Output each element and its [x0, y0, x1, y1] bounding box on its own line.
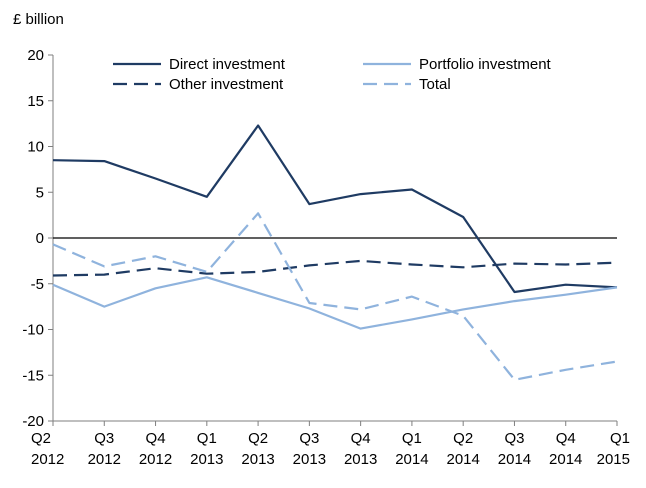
x-tick-label-quarter: Q1 — [197, 430, 217, 447]
x-tick-label-quarter: Q4 — [351, 430, 371, 447]
x-tick-label-year: 2015 — [597, 451, 630, 468]
x-axis: Q2 2012 Q3 2012 Q4 2012 Q1 2013 Q2 2013 Q3 2013 Q4 20… — [31, 237, 630, 468]
legend-label: Portfolio investment — [419, 56, 552, 73]
series-line-portfolio-investment — [52, 276, 618, 330]
y-tick-label: -10 — [22, 322, 44, 339]
x-tick-label-year: 2012 — [88, 451, 121, 468]
y-tick-label: 5 — [36, 184, 44, 201]
x-tick-label-quarter: Q4 — [146, 430, 166, 447]
x-tick-label-year: 2014 — [549, 451, 582, 468]
x-tick-label-year: 2013 — [241, 451, 274, 468]
legend-label: Direct investment — [169, 56, 286, 73]
y-tick-label: 20 — [27, 47, 44, 64]
y-tick-label: 0 — [36, 230, 44, 247]
x-tick-label-quarter: Q2 — [31, 430, 51, 447]
series-line-total — [52, 212, 618, 381]
x-tick-label-year: 2014 — [395, 451, 428, 468]
series-line-other-investment — [52, 259, 618, 277]
x-tick-label-year: 2014 — [446, 451, 479, 468]
x-tick-label-quarter: Q1 — [402, 430, 422, 447]
x-tick-label-year: 2013 — [293, 451, 326, 468]
x-tick-label-quarter: Q3 — [299, 430, 319, 447]
y-axis-unit-label: £ billion — [13, 11, 64, 28]
x-tick-label-year: 2013 — [344, 451, 377, 468]
x-tick-label-quarter: Q3 — [94, 430, 114, 447]
y-axis: 20 15 10 5 0 -5 -10 -15 -20 — [22, 47, 54, 430]
y-tick-label: -5 — [31, 276, 44, 293]
series-layer — [52, 124, 618, 381]
x-tick-label-year: 2012 — [31, 451, 64, 468]
x-tick-label-quarter: Q4 — [556, 430, 576, 447]
x-tick-label-quarter: Q3 — [504, 430, 524, 447]
x-tick-label-year: 2014 — [498, 451, 531, 468]
x-tick-label-year: 2012 — [139, 451, 172, 468]
x-tick-label-quarter: Q1 — [610, 430, 630, 447]
x-tick-label-quarter: Q2 — [453, 430, 473, 447]
series-line-direct-investment — [52, 124, 618, 294]
legend-label: Other investment — [169, 76, 284, 93]
y-tick-label: -15 — [22, 367, 44, 384]
x-tick-label-quarter: Q2 — [248, 430, 268, 447]
legend-label: Total — [419, 76, 451, 93]
legend: Direct investment Portfolio investment Oth… — [113, 56, 552, 93]
y-tick-label: 10 — [27, 139, 44, 156]
y-tick-label: 15 — [27, 93, 44, 110]
x-tick-label-year: 2013 — [190, 451, 223, 468]
y-tick-label: -20 — [22, 413, 44, 430]
